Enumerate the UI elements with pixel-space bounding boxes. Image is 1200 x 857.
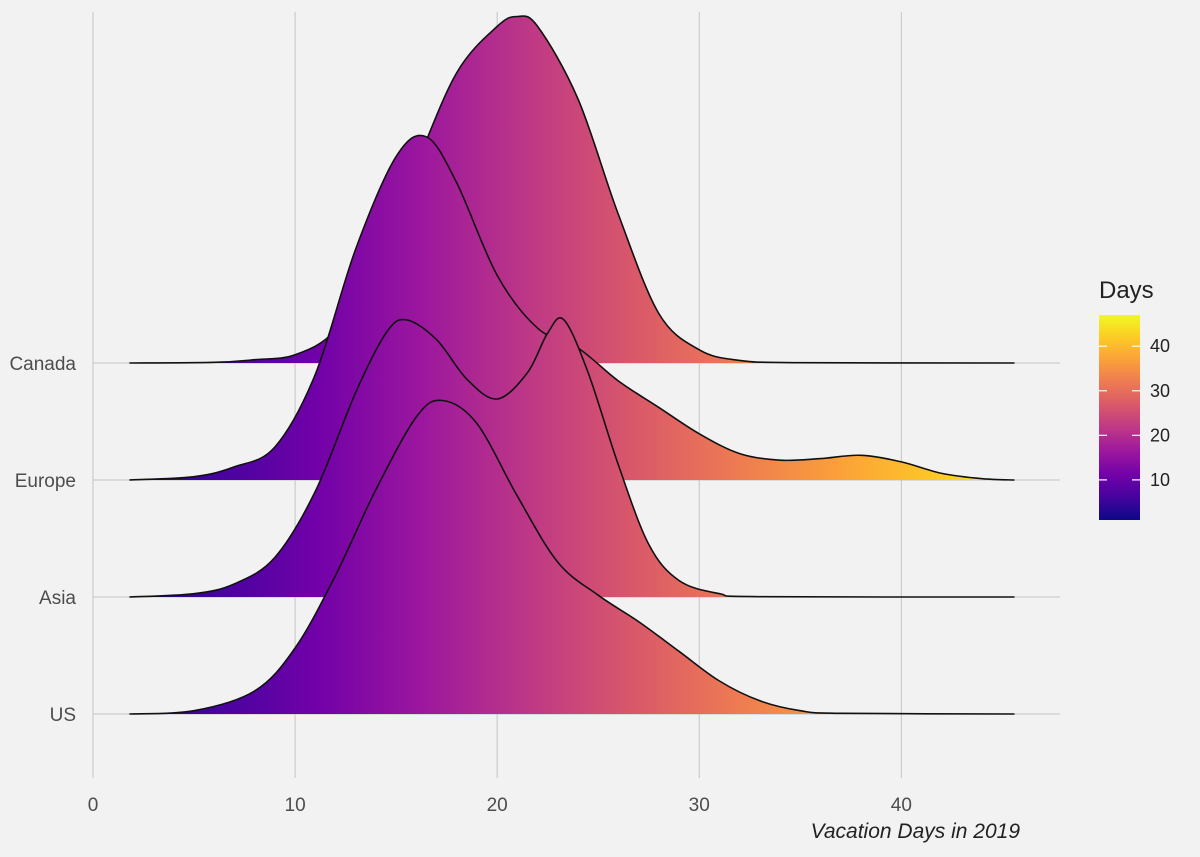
x-tick-label: 30 (689, 795, 710, 816)
y-tick-label: Europe (15, 471, 76, 492)
ridge-area (129, 400, 1015, 714)
ridge-outline (129, 399, 1015, 715)
x-axis-ticks: 0 10 20 30 40 (88, 795, 912, 816)
y-tick-label: US (50, 705, 76, 726)
ridge-us (129, 399, 1015, 715)
y-axis-ticks: US Asia Europe Canada (9, 354, 76, 726)
legend-tick-label: 30 (1150, 381, 1170, 401)
ridge-area (129, 15, 1015, 364)
ridge-area (129, 317, 1015, 597)
x-tick-label: 20 (487, 795, 508, 816)
legend-tick-label: 10 (1150, 470, 1170, 490)
x-tick-label: 0 (88, 795, 99, 816)
x-axis-label: Vacation Days in 2019 (811, 820, 1021, 843)
x-tick-label: 40 (891, 795, 912, 816)
ridge-outline (129, 317, 1015, 598)
legend-ticks: 10 20 30 40 (1099, 336, 1170, 490)
legend-tick-label: 40 (1150, 336, 1170, 356)
ridge-canada (129, 15, 1015, 364)
y-tick-label: Asia (39, 588, 76, 609)
legend-title: Days (1099, 277, 1154, 304)
legend-colorbar (1099, 315, 1140, 520)
ridge-outline (129, 15, 1015, 364)
ridge-asia (129, 317, 1015, 598)
legend-tick-label: 20 (1150, 425, 1170, 445)
y-tick-label: Canada (9, 354, 76, 375)
ridge-area (129, 135, 1015, 480)
x-tick-label: 10 (285, 795, 306, 816)
color-legend: Days 10 20 30 40 (1099, 277, 1170, 520)
ridges (129, 15, 1015, 715)
